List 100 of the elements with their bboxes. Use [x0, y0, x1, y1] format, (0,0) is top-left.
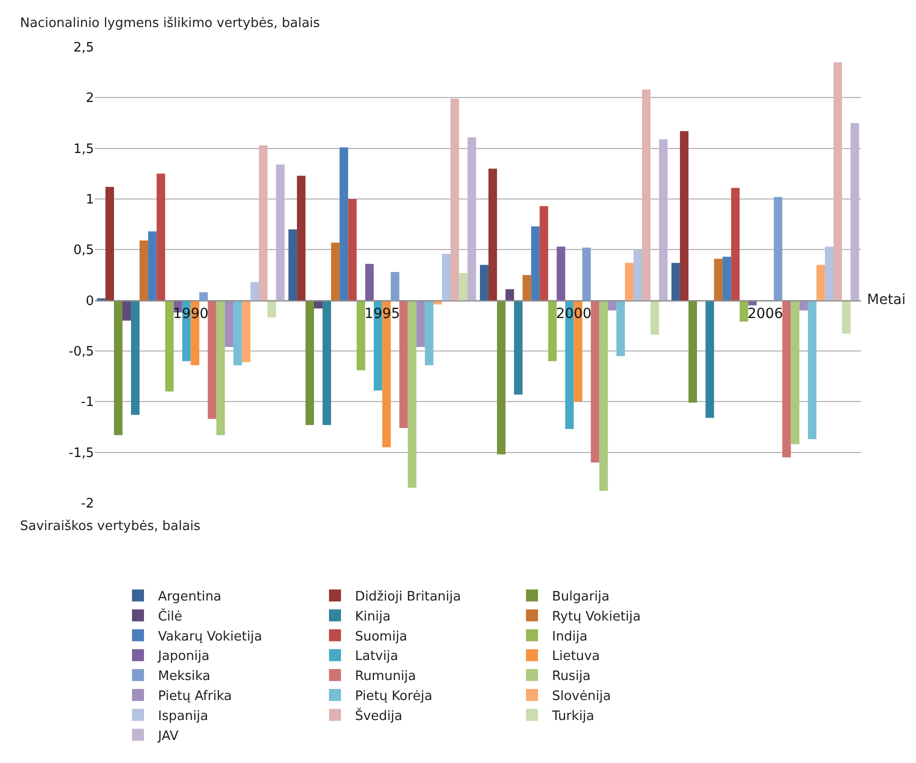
- bar: [624, 262, 634, 300]
- bar: [522, 275, 532, 300]
- bar: [122, 300, 132, 321]
- bar: [233, 300, 242, 366]
- bar: [680, 131, 688, 300]
- y-tick-label: -2: [81, 496, 94, 512]
- bar: [268, 300, 276, 318]
- bar: [833, 62, 842, 300]
- legend-label: Vakarų Vokietija: [158, 629, 262, 644]
- legend-label: Latvija: [354, 649, 398, 664]
- bar: [390, 272, 400, 300]
- bar: [774, 196, 782, 300]
- bar: [496, 300, 506, 454]
- bar: [450, 98, 460, 300]
- bar: [506, 289, 514, 300]
- bar: [276, 164, 285, 300]
- bar: [224, 300, 234, 347]
- y-tick-label: 1: [86, 192, 94, 208]
- bar: [156, 174, 166, 300]
- y-tick-label: 2,5: [73, 40, 94, 56]
- bar: [148, 231, 157, 300]
- bar: [824, 246, 834, 300]
- legend-label: Pietų Afrika: [158, 689, 232, 704]
- legend-label: Čilė: [158, 607, 182, 624]
- bar: [258, 145, 268, 300]
- legend-label: Suomija: [354, 629, 408, 644]
- legend-label: Turkija: [550, 708, 594, 724]
- bar: [731, 188, 740, 300]
- bar: [416, 300, 425, 347]
- legend-label: Pietų Korėja: [354, 689, 432, 704]
- legend-label: Kinija: [354, 609, 391, 624]
- x-axis-title: Metai: [867, 292, 906, 308]
- bar: [114, 300, 123, 436]
- y-tick-label: 0,5: [73, 243, 94, 258]
- bar: [650, 300, 660, 335]
- legend-label: Rumunija: [354, 669, 416, 684]
- bar: [105, 186, 114, 300]
- bar: [633, 250, 642, 300]
- bar: [850, 123, 860, 300]
- bar: [722, 256, 732, 300]
- bar: [531, 226, 540, 300]
- bar: [808, 300, 816, 440]
- bar: [199, 292, 208, 300]
- bar: [488, 168, 497, 300]
- bar: [296, 176, 306, 300]
- bar: [480, 264, 488, 300]
- bar: [548, 300, 557, 362]
- bar: [356, 300, 366, 370]
- bar: [140, 240, 148, 300]
- y-tick-label: -0,5: [68, 344, 94, 360]
- legend-label: Bulgarija: [552, 590, 610, 605]
- legend-label: Argentina: [158, 590, 222, 605]
- bar: [322, 300, 332, 425]
- legend-label: Rytų Vokietija: [552, 609, 641, 624]
- bar: [242, 300, 250, 362]
- y-tick-label: 1,5: [73, 142, 94, 157]
- bar: [714, 258, 723, 300]
- legend-label: Lietuva: [552, 649, 600, 664]
- bar: [216, 300, 225, 436]
- bar: [671, 262, 680, 300]
- legend-label: Rusija: [552, 669, 591, 684]
- legend-label: Slovėnija: [552, 689, 611, 704]
- bar: [599, 300, 608, 491]
- bar: [556, 246, 566, 300]
- bar: [790, 300, 800, 444]
- legend-label: Švedija: [354, 706, 402, 724]
- bar: [582, 248, 591, 300]
- bar: [468, 137, 476, 300]
- bar: [348, 199, 357, 300]
- bar: [305, 300, 314, 425]
- bar: [616, 300, 625, 356]
- y-tick-label: 0: [86, 294, 94, 309]
- legend-label: Ispanija: [158, 708, 208, 724]
- y-tick-label: -1,5: [68, 446, 94, 461]
- bar: [659, 139, 668, 300]
- bar: [540, 206, 548, 300]
- legend-label: Japonija: [156, 649, 210, 664]
- bar: [131, 300, 140, 415]
- bar: [688, 300, 698, 403]
- bar: [250, 282, 259, 300]
- bar: [399, 300, 408, 428]
- bar: [842, 300, 851, 334]
- bar: [365, 264, 374, 300]
- bar: [424, 300, 434, 366]
- bar: [740, 300, 748, 322]
- legend-label: Meksika: [158, 669, 210, 684]
- bar: [816, 264, 825, 300]
- legend-label: JAV: [156, 728, 179, 744]
- legend-label: Indija: [552, 629, 588, 644]
- x-tick-label: 2006: [747, 306, 784, 322]
- bar: [706, 300, 714, 418]
- y-axis-title: Nacionalinio lygmens išlikimo vertybės, balais: [20, 16, 320, 31]
- bar: [340, 147, 348, 300]
- bar: [590, 300, 600, 462]
- bar: [208, 300, 216, 419]
- bar: [642, 90, 651, 300]
- text: Saviraiškos vertybės, balais: [20, 519, 201, 534]
- bar: [514, 300, 523, 395]
- bar: [782, 300, 791, 458]
- bar: [442, 254, 450, 300]
